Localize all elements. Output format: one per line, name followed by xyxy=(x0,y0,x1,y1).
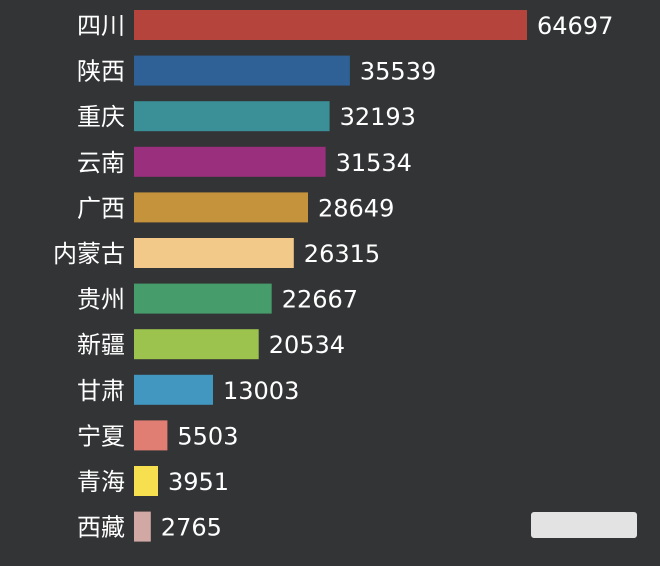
watermark-box xyxy=(531,512,637,538)
category-label-0: 四川 xyxy=(77,12,125,40)
value-label-11: 2765 xyxy=(161,514,222,542)
category-label-2: 重庆 xyxy=(77,103,125,131)
bar-6 xyxy=(134,283,272,314)
value-label-2: 32193 xyxy=(340,103,416,131)
value-label-7: 20534 xyxy=(269,331,345,359)
category-label-1: 陕西 xyxy=(77,58,125,86)
bar-10 xyxy=(134,466,158,496)
bar-0 xyxy=(134,10,527,40)
bar-5 xyxy=(134,238,294,268)
category-label-4: 广西 xyxy=(77,194,125,222)
bar-3 xyxy=(134,146,326,177)
bar-9 xyxy=(134,420,168,451)
bar-11 xyxy=(134,511,151,542)
value-label-9: 5503 xyxy=(177,422,238,450)
bar-8 xyxy=(134,374,213,405)
category-label-9: 宁夏 xyxy=(77,422,125,450)
value-label-0: 64697 xyxy=(537,12,613,40)
category-label-8: 甘肃 xyxy=(77,377,125,405)
value-label-8: 13003 xyxy=(223,377,299,405)
bar-4 xyxy=(134,192,308,223)
value-label-6: 22667 xyxy=(282,286,358,314)
category-label-10: 青海 xyxy=(77,468,125,496)
category-label-3: 云南 xyxy=(77,149,125,177)
value-label-3: 31534 xyxy=(336,149,412,177)
value-label-5: 26315 xyxy=(304,240,380,268)
category-label-7: 新疆 xyxy=(77,331,125,359)
value-label-4: 28649 xyxy=(318,194,394,222)
category-label-5: 内蒙古 xyxy=(53,240,125,268)
bar-2 xyxy=(134,101,330,132)
category-label-11: 西藏 xyxy=(77,514,125,542)
value-label-10: 3951 xyxy=(168,468,229,496)
value-label-1: 35539 xyxy=(360,58,436,86)
category-label-6: 贵州 xyxy=(77,286,125,314)
bar-1 xyxy=(134,55,350,86)
bar-7 xyxy=(134,329,259,360)
